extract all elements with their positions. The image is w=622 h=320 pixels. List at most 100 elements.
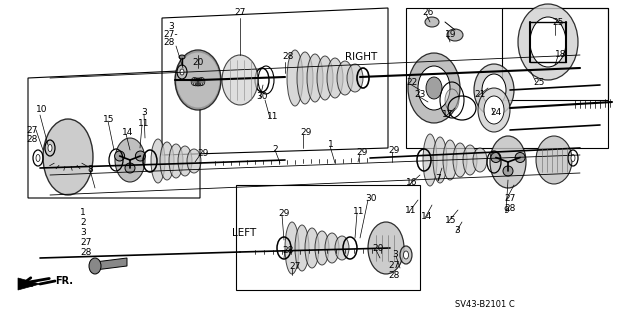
Ellipse shape [447, 29, 463, 41]
Ellipse shape [176, 52, 220, 108]
Text: 28: 28 [163, 38, 174, 47]
Ellipse shape [160, 142, 174, 180]
Ellipse shape [425, 17, 439, 27]
Text: 15: 15 [445, 216, 457, 225]
Ellipse shape [491, 153, 501, 163]
Polygon shape [18, 278, 40, 290]
Ellipse shape [484, 96, 504, 124]
Text: 29: 29 [356, 148, 368, 157]
Text: 11: 11 [138, 119, 149, 128]
Text: 24: 24 [490, 108, 501, 117]
Text: 29: 29 [388, 146, 399, 155]
Ellipse shape [222, 55, 258, 105]
Text: 29: 29 [278, 209, 289, 218]
Ellipse shape [426, 77, 442, 99]
Ellipse shape [408, 53, 460, 123]
Text: 14: 14 [122, 128, 133, 137]
Ellipse shape [125, 163, 135, 173]
Ellipse shape [136, 151, 146, 161]
Text: 27: 27 [388, 261, 399, 270]
Text: 27: 27 [80, 238, 91, 247]
Ellipse shape [418, 66, 450, 110]
Text: 25: 25 [533, 78, 544, 87]
Ellipse shape [176, 52, 220, 108]
Ellipse shape [536, 136, 572, 184]
Text: 3: 3 [141, 108, 147, 117]
Ellipse shape [176, 52, 220, 108]
Ellipse shape [176, 52, 220, 108]
Text: 9: 9 [503, 206, 509, 215]
Text: 18: 18 [555, 50, 567, 59]
Text: 1: 1 [80, 208, 86, 217]
Text: 3: 3 [80, 228, 86, 237]
Ellipse shape [433, 137, 447, 183]
Ellipse shape [89, 258, 101, 274]
Ellipse shape [404, 251, 409, 259]
Ellipse shape [43, 119, 93, 195]
Ellipse shape [295, 225, 309, 271]
Ellipse shape [478, 88, 510, 132]
Text: 3: 3 [168, 22, 174, 31]
Text: 28: 28 [282, 246, 294, 255]
Ellipse shape [335, 236, 349, 260]
Text: 28: 28 [80, 248, 91, 257]
Ellipse shape [36, 155, 40, 162]
Ellipse shape [571, 155, 575, 162]
Text: 7: 7 [435, 174, 441, 183]
Ellipse shape [325, 233, 339, 263]
Ellipse shape [530, 17, 566, 67]
Text: 2: 2 [80, 218, 86, 227]
Ellipse shape [177, 65, 187, 79]
Ellipse shape [423, 134, 437, 186]
Text: 27: 27 [234, 8, 245, 17]
Ellipse shape [175, 50, 221, 110]
Text: 11: 11 [353, 207, 364, 216]
Ellipse shape [176, 52, 220, 108]
Text: 21: 21 [474, 90, 485, 99]
Ellipse shape [187, 149, 201, 173]
Text: 3: 3 [454, 226, 460, 235]
Text: FR.: FR. [55, 276, 73, 286]
Ellipse shape [473, 148, 487, 172]
Text: 22: 22 [406, 78, 417, 87]
Ellipse shape [445, 89, 459, 111]
Ellipse shape [482, 74, 506, 106]
Ellipse shape [503, 166, 513, 176]
Text: 15: 15 [103, 115, 114, 124]
Text: 29: 29 [300, 128, 312, 137]
Text: RIGHT: RIGHT [345, 52, 378, 62]
Text: 23: 23 [414, 90, 425, 99]
Text: 20: 20 [372, 244, 383, 253]
Text: 16: 16 [406, 178, 417, 187]
Text: 8: 8 [87, 165, 93, 174]
Ellipse shape [474, 64, 514, 116]
Text: LEFT: LEFT [232, 228, 256, 238]
Text: 28: 28 [282, 52, 294, 61]
Text: 30: 30 [256, 92, 267, 101]
Text: 27-: 27- [163, 30, 178, 39]
Text: 25: 25 [552, 18, 564, 27]
Text: 17: 17 [442, 110, 453, 119]
Ellipse shape [179, 55, 185, 59]
Text: 28: 28 [388, 271, 399, 280]
Ellipse shape [305, 228, 319, 268]
Ellipse shape [115, 138, 145, 182]
Ellipse shape [114, 151, 124, 161]
Text: 3: 3 [392, 250, 397, 259]
Text: 26: 26 [422, 8, 434, 17]
Text: 27: 27 [289, 262, 300, 271]
Ellipse shape [337, 61, 353, 95]
Text: 11: 11 [267, 112, 279, 121]
Text: 27: 27 [26, 126, 37, 135]
Ellipse shape [518, 4, 578, 80]
Text: 20: 20 [192, 58, 203, 67]
Ellipse shape [347, 64, 363, 92]
Text: 27: 27 [504, 194, 516, 203]
Ellipse shape [317, 56, 333, 100]
Text: 11: 11 [405, 206, 417, 215]
Ellipse shape [315, 231, 329, 265]
Text: 2: 2 [272, 145, 277, 154]
Text: 14: 14 [421, 212, 432, 221]
Text: 28: 28 [504, 204, 516, 213]
Text: 10: 10 [36, 105, 47, 114]
